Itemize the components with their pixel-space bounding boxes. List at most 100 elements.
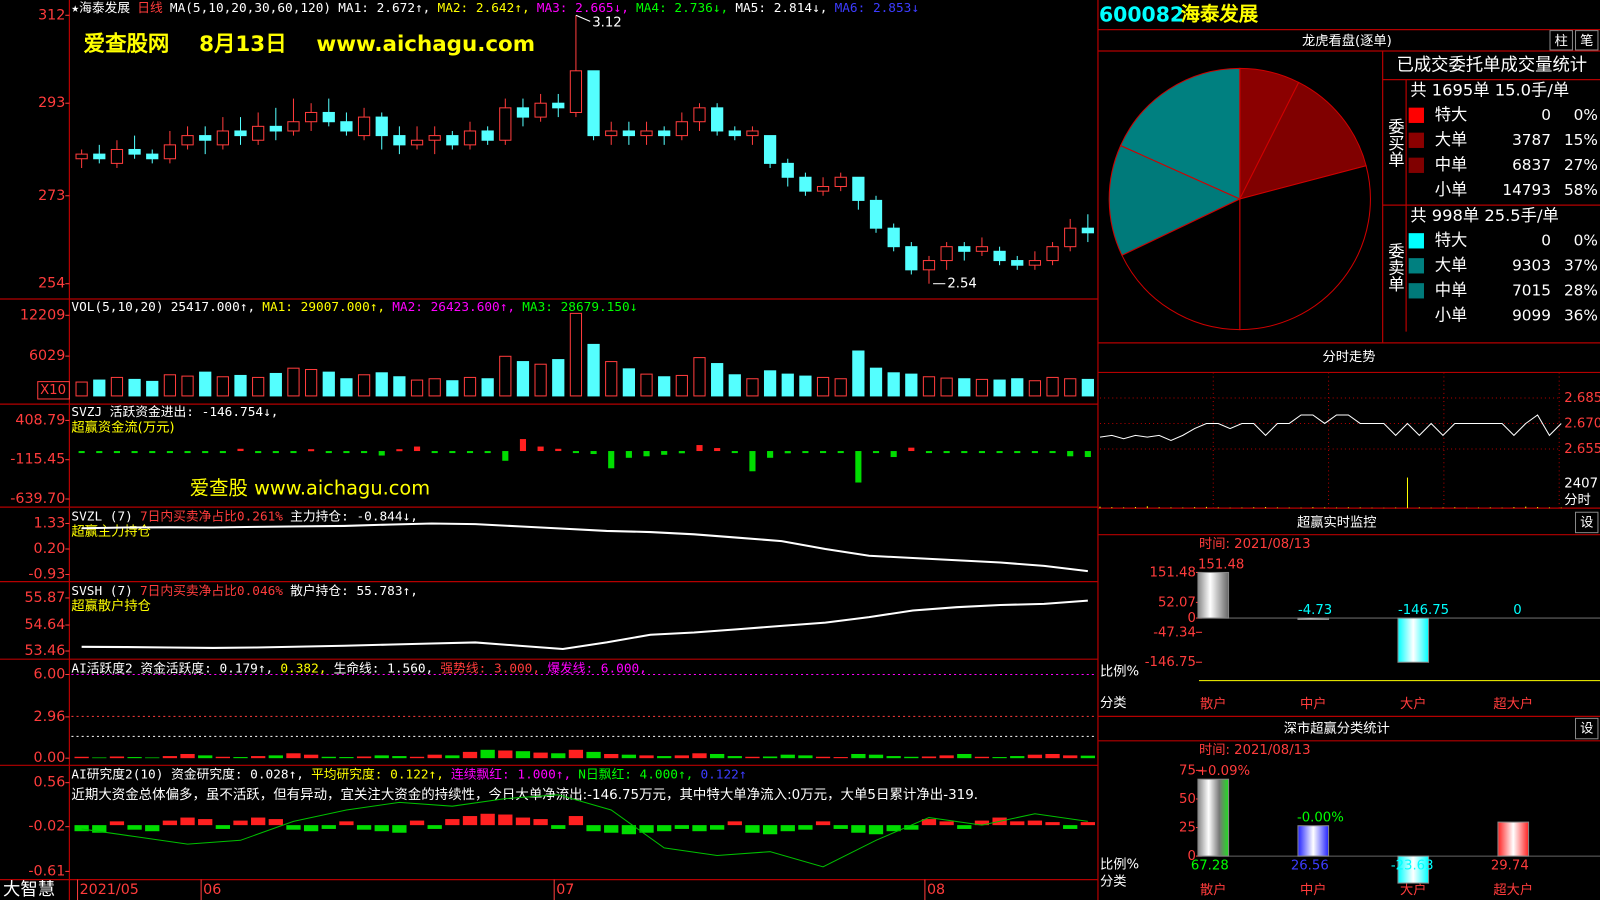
- annotation-line: [575, 14, 591, 22]
- candle-body: [252, 125, 265, 141]
- indicator-line: [81, 522, 1088, 573]
- candle-body: [269, 125, 282, 132]
- y-tick-label: 408.79: [15, 412, 65, 428]
- flow-bar: [784, 451, 791, 454]
- volume-bar: [357, 374, 371, 397]
- volume-bar: [304, 368, 318, 397]
- header-segment: MA(5,10,20,30,60,120): [170, 1, 331, 16]
- volume-bar: [658, 376, 671, 397]
- volume-bar: [816, 376, 830, 397]
- header-segment: 主力持仓: -0.844↓,: [290, 509, 418, 524]
- row-pct: 27%: [1564, 156, 1598, 174]
- activity-bar: [303, 754, 319, 759]
- flow-bar: [943, 451, 950, 454]
- activity-bar: [727, 756, 742, 759]
- low-label: 2.54: [947, 277, 977, 292]
- row-pct: 36%: [1564, 306, 1598, 324]
- ratio-label: 比例%: [1100, 856, 1139, 872]
- category-label: 超大户: [1493, 881, 1533, 898]
- candle-body: [993, 250, 1006, 262]
- flow-bar: [643, 451, 650, 457]
- y-tick-label: 50: [1179, 792, 1196, 807]
- category-label: 大户: [1400, 695, 1427, 712]
- bar: [1297, 617, 1330, 620]
- activity-bar: [268, 755, 283, 759]
- monitor-time: 时间: 2021/08/13: [1199, 536, 1311, 552]
- legend-swatch: [1408, 182, 1424, 198]
- flow-bar: [908, 447, 915, 452]
- bar: [1497, 821, 1530, 857]
- flow-bar: [308, 449, 315, 452]
- candle-body: [852, 176, 865, 201]
- y-tick-label: 0.56: [34, 775, 66, 791]
- y-tick-label: 273: [38, 188, 65, 204]
- volume-bar: [375, 372, 388, 397]
- activity-bar: [1063, 755, 1078, 759]
- volume-bar: [887, 372, 900, 397]
- volume-bar: [481, 378, 494, 397]
- date-label: 2021/05: [80, 882, 139, 898]
- brand: 大智慧: [3, 880, 55, 900]
- activity-bar: [551, 753, 566, 759]
- category-label: 散户: [1200, 881, 1227, 898]
- button-label[interactable]: 柱: [1555, 33, 1568, 49]
- flow-bar: [396, 449, 403, 452]
- flow-bar: [149, 451, 156, 454]
- volume-bar: [199, 371, 212, 397]
- y-tick-label: 312: [38, 7, 65, 23]
- header-segment: MA5: 2.814↓,: [735, 1, 827, 16]
- button[interactable]: [1575, 30, 1599, 51]
- candle-body: [975, 246, 989, 252]
- header-segment: N日飘红: 4.000↑,: [578, 766, 693, 782]
- button[interactable]: [1575, 511, 1599, 534]
- flow-bar: [1084, 451, 1091, 458]
- intraday-volume-label: 分时: [1564, 492, 1591, 508]
- candle-body: [1081, 227, 1094, 234]
- row-count: 9099: [1512, 306, 1551, 324]
- activity-bar: [480, 749, 495, 759]
- volume-bar: [1046, 376, 1059, 397]
- candle-body: [393, 135, 406, 146]
- header-segment: 强势线: 3.000,: [440, 660, 540, 676]
- y-tick-label: 1.33: [34, 515, 66, 531]
- value-label: 26.56: [1291, 858, 1329, 873]
- button[interactable]: [1575, 717, 1599, 740]
- button-label[interactable]: 设: [1580, 514, 1593, 530]
- y-tick-label: 75: [1179, 763, 1196, 778]
- research-bar: [515, 817, 531, 826]
- candle-body: [587, 70, 600, 137]
- candle-body: [834, 176, 847, 188]
- header-segment: MA3: 2.665↓,: [537, 1, 629, 16]
- volume-bar: [269, 372, 282, 397]
- activity-bar: [92, 757, 107, 759]
- header-segment: AI活跃度2 资金活跃度: 0.179↑,: [71, 660, 273, 676]
- activity-bar: [868, 754, 884, 759]
- buy-summary: 共 1695单 15.0手/单: [1410, 80, 1569, 99]
- value-label: 29.74: [1491, 858, 1529, 873]
- bar: [1397, 855, 1430, 884]
- pie-slice: [1239, 165, 1371, 331]
- button-label[interactable]: 笔: [1580, 33, 1593, 49]
- volume-bar: [463, 376, 477, 397]
- header-segment: 25417.000↑,: [171, 300, 255, 315]
- button[interactable]: [1549, 30, 1573, 51]
- candle-body: [446, 135, 459, 146]
- value-label: -146.75: [1398, 603, 1449, 618]
- research-bar: [1027, 820, 1043, 826]
- activity-bar: [145, 757, 160, 759]
- flow-bar: [219, 451, 226, 454]
- research-bar: [409, 820, 425, 826]
- activity-bar: [74, 756, 89, 759]
- flow-bar: [749, 451, 756, 472]
- price-line: [1099, 414, 1562, 442]
- candle-body: [569, 70, 583, 113]
- research-bar: [957, 825, 972, 829]
- row-count: 6837: [1512, 156, 1551, 174]
- volume-bar: [534, 363, 547, 397]
- button-label[interactable]: 设: [1580, 721, 1593, 737]
- candle-body: [1064, 227, 1077, 248]
- candle-body: [781, 162, 794, 178]
- research-bar: [356, 825, 372, 830]
- bar: [1197, 571, 1230, 619]
- classify-time: 时间: 2021/08/13: [1199, 742, 1311, 758]
